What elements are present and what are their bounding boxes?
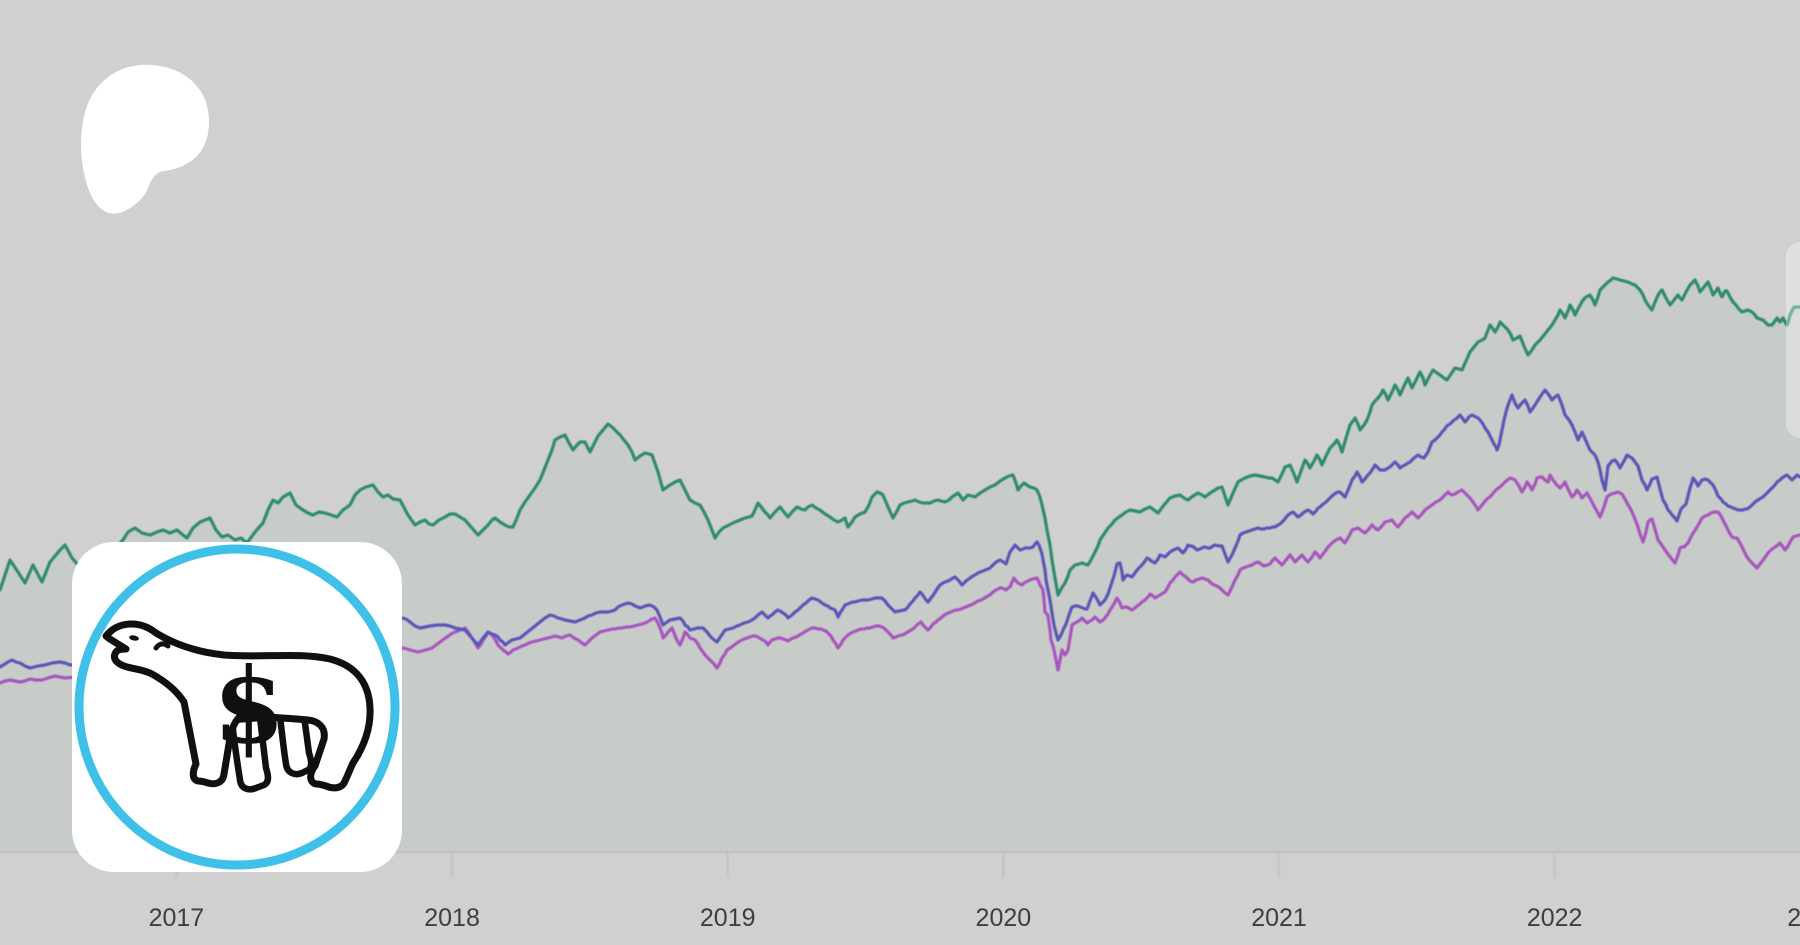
green-series-area (0, 278, 1800, 852)
bear-far-hind-leg (276, 712, 315, 778)
x-axis-label: 2019 (700, 904, 756, 932)
bear-avatar-card: $ (72, 542, 402, 872)
polar-bear-icon (102, 620, 374, 793)
patreon-logo-shape (81, 64, 210, 214)
bear-ear (153, 641, 171, 651)
x-axis-label: 2022 (1527, 904, 1583, 932)
x-axis-label: 2021 (1251, 904, 1307, 932)
polar-bear-dollar-icon: $ (74, 544, 400, 870)
x-axis-label: 2023 (1787, 904, 1800, 932)
dollar-sign-icon: $ (213, 644, 285, 767)
purple-series-line (0, 473, 1800, 685)
green-series-line (0, 276, 1800, 597)
x-axis-label: 2018 (424, 904, 480, 932)
bear-eye (129, 635, 139, 641)
x-axis-labels: 2017 2018 2019 2020 2021 2022 2023 (149, 904, 1800, 932)
indigo-series-line (0, 388, 1800, 670)
bear-body (102, 620, 374, 792)
x-axis-label: 2020 (976, 904, 1032, 932)
patreon-logo-watermark (81, 64, 210, 214)
x-axis-ticks (175, 852, 1556, 878)
edge-scroll-pill (1786, 242, 1800, 438)
x-axis-label: 2017 (149, 904, 205, 932)
bear-far-front-leg (228, 714, 272, 793)
